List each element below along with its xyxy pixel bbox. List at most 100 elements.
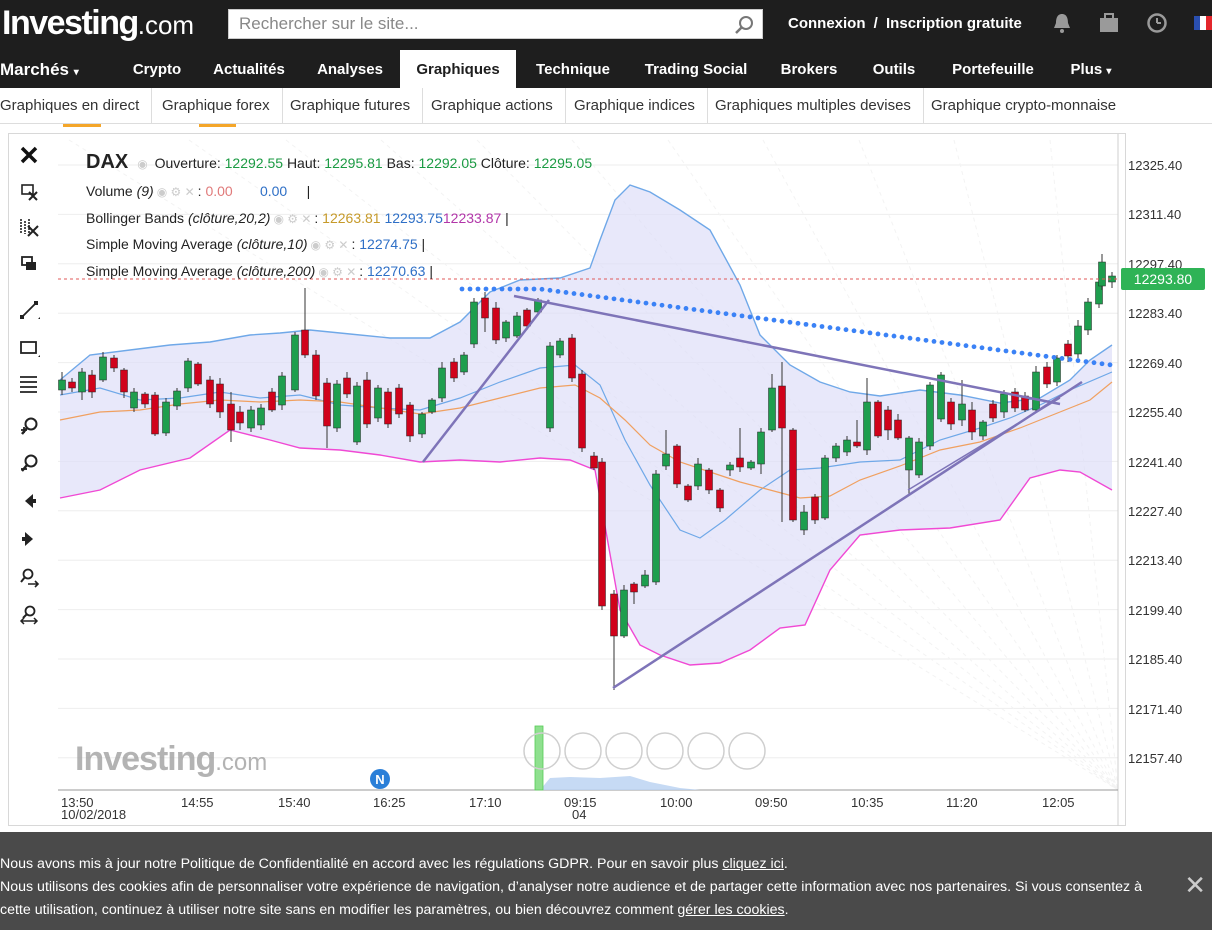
nav-item-graphiques[interactable]: Graphiques [400,50,516,88]
eye-icon[interactable]: ◉ ⚙ ✕ [310,238,349,252]
dotted-line-point [899,334,905,340]
candle-body [141,393,149,405]
candle-body [989,403,997,419]
bell-icon[interactable] [1052,12,1072,34]
candle-body [926,384,934,447]
candle-body [173,390,181,407]
candle-body [778,385,786,429]
nav-item-trading-social[interactable]: Trading Social [644,61,748,78]
candle-body [323,382,331,427]
grid-line [188,139,1119,791]
dotted-line-point [483,286,489,292]
login-link[interactable]: Connexion [788,15,866,32]
dotted-line-point [827,325,833,330]
subnav-item-indices[interactable]: Graphique indices [562,88,708,124]
candle-body [406,404,414,437]
candle-body [1084,301,1092,331]
auth-links: Connexion / Inscription gratuite [788,15,1026,32]
nav-item-analyses[interactable]: Analyses [317,61,383,78]
candle-body [1000,393,1008,413]
dotted-line-point [1083,359,1089,365]
candle-body [673,445,681,485]
subnav-item-multiples-devises[interactable]: Graphiques multiples devises [703,88,924,124]
dotted-line-point [947,341,953,346]
zoom-in-icon[interactable] [18,416,40,438]
candle-body [736,457,744,468]
reset-zoom-icon[interactable] [18,604,40,626]
subnav-item-futures[interactable]: Graphique futures [278,88,424,124]
candle-body [915,441,923,476]
scroll-right-icon[interactable] [18,528,40,550]
zoom-pan-right-icon[interactable] [18,567,40,589]
dotted-line-point [979,345,985,351]
candle-body [610,593,618,637]
subnav-item-crypto[interactable]: Graphique crypto-monnaise [931,97,1117,114]
search-input[interactable] [229,10,719,38]
fibonacci-icon[interactable] [18,373,40,395]
nav-item-portefeuille[interactable]: Portefeuille [952,61,1034,78]
subnav-item-forex[interactable]: Graphique forex [150,88,283,124]
close-icon[interactable]: ✕ [1184,870,1206,900]
candle-body [546,345,554,429]
price-chart[interactable]: N [0,0,1212,830]
eye-icon[interactable]: ◉ [137,157,148,171]
nav-item-technique[interactable]: Technique [536,61,610,78]
trend-line-icon[interactable] [18,299,40,321]
nav-item-outils[interactable]: Outils [872,61,916,78]
cookie-line-1: Nous avons mis à jour notre Politique de… [0,856,788,872]
search-icon[interactable] [734,15,754,35]
y-tick-label: 12283.40 [1128,306,1183,321]
trend-line [907,397,1061,491]
copy-icon[interactable] [18,254,40,276]
candle-body [620,589,628,637]
dotted-line-point [1091,360,1097,366]
top-bar: Investing.com Connexion / Inscription gr… [0,0,1212,50]
clock-icon[interactable] [1146,12,1168,34]
signup-link[interactable]: Inscription gratuite [886,15,1022,32]
candle-body [130,391,138,409]
subnav-item-actions[interactable]: Graphique actions [419,88,566,124]
dotted-line-point [499,286,505,292]
dotted-line-point [667,303,673,309]
x-tick-label: 17:10 [469,795,502,810]
nav-item-plus[interactable]: Plus ▾ [1070,61,1112,78]
scroll-left-icon[interactable] [18,490,40,512]
legend-volume: Volume (9) ◉ ⚙ ✕: 0.00 0.00 | [86,183,311,199]
eye-icon[interactable]: ◉ ⚙ ✕ [318,265,357,279]
dotted-line-point [539,286,545,292]
briefcase-icon[interactable] [1098,12,1120,34]
bollinger-band-fill [60,185,1112,665]
dotted-line-point [731,312,737,318]
rectangle-icon[interactable] [18,337,40,359]
privacy-link[interactable]: cliquez ici [722,856,784,872]
candle-body [789,429,797,521]
delete-all-icon[interactable] [18,216,40,238]
candle-body [268,391,276,411]
nav-item-marches[interactable]: Marchés ▾ [0,60,79,79]
candle-body [194,363,202,385]
logo[interactable]: Investing.com [2,4,195,42]
dotted-line-point [603,295,609,301]
nav-item-actualites[interactable]: Actualités [213,61,285,78]
manage-cookies-link[interactable]: gérer les cookies [677,902,785,918]
flag-france-icon[interactable] [1194,16,1212,30]
x-tick-label: 11:20 [946,795,978,810]
nav-item-brokers[interactable]: Brokers [780,61,838,78]
nav-item-crypto[interactable]: Crypto [132,61,182,78]
overlay-tool-icon [605,732,643,770]
close-icon[interactable] [18,144,40,166]
dotted-line-point [523,286,529,292]
eye-icon[interactable]: ◉ ⚙ ✕ [156,185,195,199]
candle-body [863,401,871,451]
dotted-line-point [779,318,785,324]
subnav-item-direct[interactable]: Graphiques en direct [0,88,153,124]
volume-area [540,776,700,790]
sma10-line [59,364,1113,539]
chevron-down-icon: ▾ [1106,66,1112,77]
main-nav: Marchés ▾ Crypto Actualités Analyses Gra… [0,50,1212,88]
eye-icon[interactable]: ◉ ⚙ ✕ [273,212,312,226]
crosshair-delete-icon[interactable] [18,181,40,203]
dotted-line-point [1107,362,1113,368]
dotted-line-point [467,286,473,292]
zoom-out-icon[interactable] [18,453,40,475]
